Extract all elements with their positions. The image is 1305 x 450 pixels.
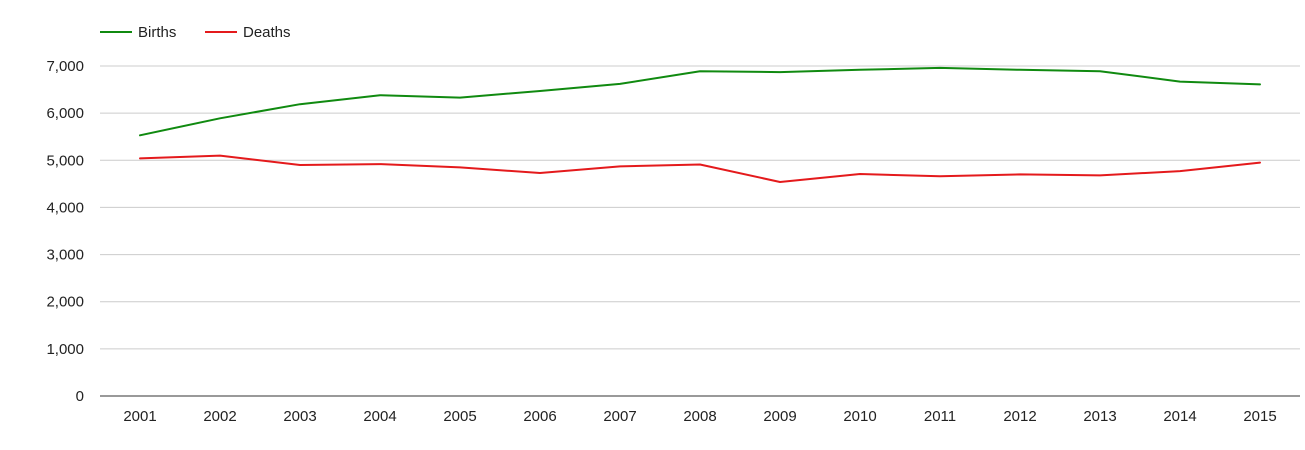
series-line-deaths (139, 154, 1261, 183)
x-tick-label: 2008 (683, 408, 716, 425)
x-tick-label: 2013 (1083, 408, 1116, 425)
y-tick-label: 6,000 (46, 105, 84, 122)
legend-label-births: Births (138, 24, 176, 41)
gridlines (100, 65, 1300, 397)
legend-item-births: Births (100, 24, 176, 41)
x-tick-label: 2015 (1243, 408, 1276, 425)
x-tick-label: 2009 (763, 408, 796, 425)
y-axis: 0 1,000 2,000 3,000 4,000 5,000 6,000 7,000 (46, 58, 84, 405)
y-tick-label: 7,000 (46, 58, 84, 75)
x-tick-label: 2001 (123, 408, 156, 425)
x-tick-label: 2006 (523, 408, 556, 425)
legend-item-deaths: Deaths (205, 24, 291, 41)
x-tick-label: 2012 (1003, 408, 1036, 425)
x-tick-label: 2003 (283, 408, 316, 425)
x-tick-label: 2002 (203, 408, 236, 425)
y-tick-label: 0 (76, 388, 84, 405)
legend: Births Deaths (100, 24, 291, 41)
x-tick-label: 2010 (843, 408, 876, 425)
x-tick-label: 2014 (1163, 408, 1196, 425)
y-tick-label: 3,000 (46, 247, 84, 264)
y-tick-label: 4,000 (46, 199, 84, 216)
y-tick-label: 1,000 (46, 341, 84, 358)
x-tick-label: 2004 (363, 408, 396, 425)
y-tick-label: 5,000 (46, 152, 84, 169)
legend-label-deaths: Deaths (243, 24, 291, 41)
x-tick-label: 2005 (443, 408, 476, 425)
x-tick-label: 2011 (924, 408, 956, 425)
x-axis: 2001 2002 2003 2004 2005 2006 2007 2008 2009 2010… (123, 408, 1276, 425)
series-group (139, 66, 1261, 183)
x-tick-label: 2007 (603, 408, 636, 425)
series-line-births (139, 66, 1261, 137)
y-tick-label: 2,000 (46, 294, 84, 311)
